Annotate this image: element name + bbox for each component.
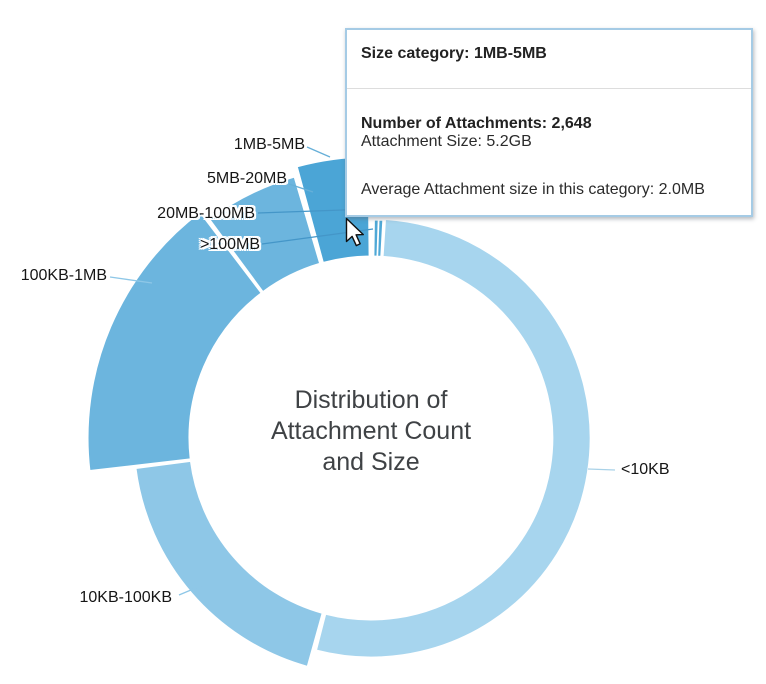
tooltip-attachment-size: Attachment Size: 5.2GB (361, 133, 741, 151)
pie-segment-10KB-100KB[interactable] (135, 460, 323, 667)
segment-label-1MB-5MB[interactable]: 1MB-5MB (233, 136, 305, 153)
segment-label-100KB-1MB[interactable]: 100KB-1MB (20, 267, 107, 284)
tooltip-attachment-count-label: Number of Attachments: (361, 115, 548, 132)
tooltip-attachment-count: Number of Attachments: 2,648 (361, 115, 741, 133)
segment-label-<10KB[interactable]: <10KB (621, 461, 670, 478)
tooltip-size-category-label: Size category: (361, 45, 470, 62)
chart-center-title-line: and Size (322, 448, 420, 476)
leader-line-5MB-20MB (288, 183, 314, 193)
leader-line-10KB-100KB (178, 581, 211, 596)
leader-line-<10KB (587, 468, 616, 471)
leader-line-1MB-5MB (306, 146, 331, 158)
tooltip-average-size-value: 2.0MB (658, 181, 705, 198)
tooltip: Size category: 1MB-5MB Number of Attachm… (345, 28, 753, 217)
tooltip-average-size: Average Attachment size in this category… (361, 181, 741, 199)
leader-line-100KB-1MB (109, 276, 153, 284)
pie-segment->100MB[interactable] (377, 219, 384, 257)
mouse-cursor-icon (345, 217, 364, 247)
chart-center-title: Distribution of Attachment Count and Siz… (221, 385, 521, 478)
chart-center-title-line: Attachment Count (270, 417, 472, 445)
segment-label-5MB-20MB[interactable]: 5MB-20MB (206, 170, 287, 187)
segment-label-10KB-100KB[interactable]: 10KB-100KB (79, 589, 172, 606)
tooltip-attachment-size-label: Attachment Size: (361, 133, 482, 150)
pie-segment-<10KB[interactable] (315, 218, 591, 658)
pie-segment-5MB-20MB[interactable] (208, 176, 321, 293)
tooltip-size-category-value: 1MB-5MB (473, 45, 547, 62)
tooltip-divider (347, 88, 751, 89)
pie-segment-100KB-1MB[interactable] (87, 211, 262, 472)
pie-segment-20MB-100MB[interactable] (373, 219, 379, 257)
segment-label->100MB[interactable]: >100MB (199, 236, 260, 253)
tooltip-attachment-count-value: 2,648 (551, 115, 592, 132)
tooltip-average-size-label: Average Attachment size in this category… (361, 181, 655, 198)
chart-center-title-line: Distribution of (294, 386, 448, 414)
tooltip-size-category: Size category: 1MB-5MB (361, 45, 741, 63)
segment-label-20MB-100MB[interactable]: 20MB-100MB (157, 205, 255, 222)
tooltip-attachment-size-value: 5.2GB (486, 133, 532, 150)
